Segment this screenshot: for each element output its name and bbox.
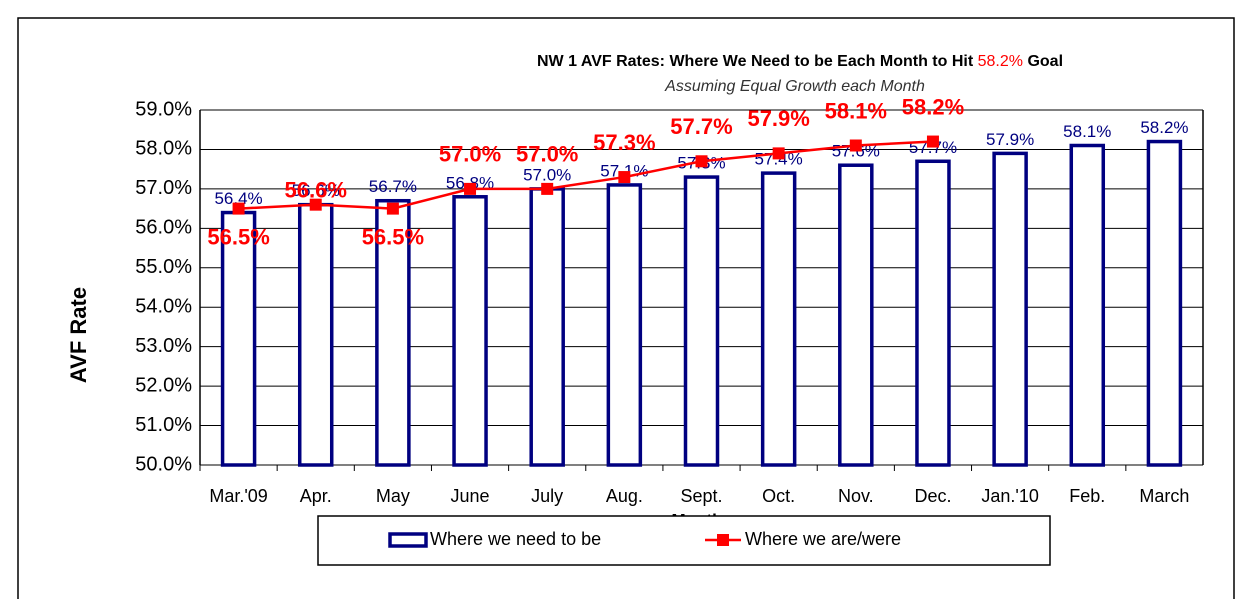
y-tick-label: 56.0% [135,217,192,239]
line-value-label: 57.7% [670,114,732,139]
line-value-label: 57.9% [747,106,809,131]
bar-value-label: 58.2% [1140,118,1188,137]
chart-title: NW 1 AVF Rates: Where We Need to be Each… [537,53,1063,70]
line-marker [232,202,245,215]
bar [992,151,1028,467]
bar [297,202,334,467]
x-tick-label: Oct. [762,486,795,506]
title-end: Goal [1027,53,1063,70]
bar [838,163,874,467]
legend-label: Where we need to be [430,529,601,549]
x-tick-label: May [376,486,410,506]
title-highlight: 58.2% [978,53,1023,70]
bar [452,195,488,467]
x-tick-label: Apr. [300,486,332,506]
y-axis-label: AVF Rate [66,287,91,383]
x-tick-label: June [451,486,490,506]
line-value-label: 56.5% [207,224,269,249]
y-tick-label: 58.0% [135,138,192,160]
bar [375,198,411,467]
y-tick-label: 57.0% [135,177,192,199]
bar [606,183,643,467]
y-tick-label: 59.0% [135,98,192,120]
bar [220,210,257,467]
legend-label: Where we are/were [745,529,901,549]
line-marker [849,139,862,152]
bar-value-label: 56.4% [214,189,262,208]
y-tick-label: 54.0% [135,296,192,318]
bar-value-label: 57.9% [986,130,1034,149]
x-tick-label: March [1139,486,1189,506]
line-marker [926,135,939,148]
bar [683,175,720,467]
y-tick-label: 55.0% [135,256,192,278]
line-value-label: 57.0% [516,142,578,167]
y-tick-label: 51.0% [135,414,192,436]
legend [317,515,1051,566]
x-tick-label: Mar.'09 [209,486,267,506]
x-tick-label: Aug. [606,486,643,506]
bar-value-label: 56.7% [369,177,417,196]
title-text: NW 1 AVF Rates: Where We Need to be Each… [537,53,974,70]
legend-swatch [388,532,428,548]
line [238,140,934,210]
line-marker [464,182,477,195]
bar-value-label: 58.1% [1063,122,1111,141]
x-tick-label: Nov. [838,486,874,506]
y-tick-label: 52.0% [135,374,192,396]
bar [1069,143,1106,467]
x-tick-label: Sept. [680,486,722,506]
line-marker [772,147,785,160]
chart-subtitle: Assuming Equal Growth each Month [664,78,925,95]
line-marker [695,155,708,168]
line-marker [386,202,399,215]
bar [1146,139,1183,467]
legend-marker [717,534,729,546]
line-marker [541,182,554,195]
x-tick-label: Dec. [914,486,951,506]
line-value-label: 57.3% [593,130,655,155]
x-tick-label: Jan.'10 [981,486,1038,506]
line-marker [309,198,322,211]
bar-value-label: 56.8% [446,173,494,192]
x-tick-label: July [531,486,563,506]
line-value-label: 56.5% [362,224,424,249]
x-tick-label: Feb. [1069,486,1105,506]
y-tick-label: 50.0% [135,453,192,475]
line-value-label: 56.6% [285,177,347,202]
bar-value-label: 56.6% [292,181,340,200]
bar [760,171,797,467]
bar [915,159,951,467]
bar-value-label: 57.0% [523,165,571,184]
line-value-label: 58.2% [902,94,964,119]
line-value-label: 58.1% [825,98,887,123]
bar [529,187,565,467]
line-value-label: 57.0% [439,142,501,167]
line-marker [618,171,631,184]
y-tick-label: 53.0% [135,335,192,357]
